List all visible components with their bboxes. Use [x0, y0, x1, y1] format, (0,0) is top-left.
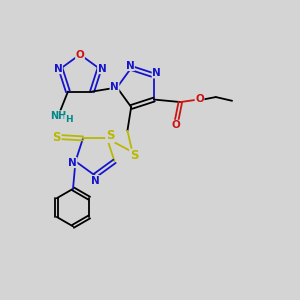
- Text: NH: NH: [50, 111, 66, 121]
- Text: S: S: [130, 149, 138, 162]
- Text: N: N: [125, 61, 134, 70]
- Text: O: O: [172, 120, 181, 130]
- Text: O: O: [76, 50, 84, 59]
- Text: O: O: [195, 94, 204, 104]
- Text: N: N: [152, 68, 161, 78]
- Text: N: N: [68, 158, 77, 168]
- Text: H: H: [64, 115, 72, 124]
- Text: S: S: [106, 129, 114, 142]
- Text: N: N: [110, 82, 119, 92]
- Text: N: N: [98, 64, 106, 74]
- Text: N: N: [91, 176, 99, 185]
- Text: N: N: [54, 64, 62, 74]
- Text: S: S: [52, 131, 61, 144]
